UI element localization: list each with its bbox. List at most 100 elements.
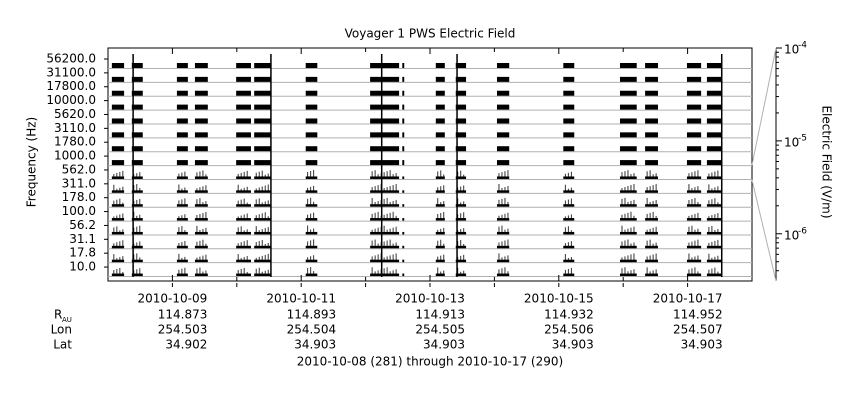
coverage-segment [706,245,722,249]
x-tick-label: 2010-10-09 [138,292,208,306]
coverage-segment [435,273,445,277]
coverage-segment [496,190,510,193]
coverage-segment [496,204,510,207]
coverage-segment [370,190,400,193]
coverage-segment [619,231,637,235]
coverage-segment [563,190,575,193]
coverage-segment [645,104,658,110]
coverage-segment [236,231,251,235]
y-tick-label: 311.0 [62,176,96,190]
coverage-segment [131,204,143,207]
coverage-segment [254,132,271,138]
ephem-label: Lon [51,323,72,337]
coverage-segment [236,63,251,68]
coverage-segment [706,132,722,138]
coverage-segment [645,176,658,179]
coverage-segment [194,245,208,249]
coverage-segment [686,63,702,68]
coverage-segment [496,245,510,249]
coverage-segment [686,273,702,277]
coverage-segment [686,259,702,263]
coverage-segment [496,259,510,263]
y2-tick-exponent: -6 [798,226,807,236]
coverage-segment [402,273,405,277]
coverage-segment [402,63,405,68]
coverage-segment [131,245,143,249]
coverage-segment [176,218,188,221]
coverage-segment [254,245,271,249]
coverage-segment [496,218,510,221]
x-tick-label: 2010-10-15 [524,292,594,306]
coverage-segment [686,218,702,221]
coverage-segment [176,245,188,249]
coverage-segment [194,118,208,124]
y-tick-label: 178.0 [62,190,96,204]
x-tick-label: 2010-10-11 [266,292,336,306]
coverage-segment [254,231,271,235]
coverage-segment [706,90,722,96]
coverage-segment [194,90,208,96]
ephem-value: 34.903 [423,338,465,352]
coverage-segment [254,63,271,68]
coverage-segment [111,76,125,82]
ephem-value: 114.952 [673,308,723,322]
coverage-segment [686,146,702,152]
y-tick-label: 1780.0 [54,135,96,149]
coverage-segment [496,104,510,110]
coverage-segment [176,118,188,124]
coverage-segment [131,160,143,166]
coverage-segment [563,63,575,68]
coverage-segment [496,160,510,166]
coverage-segment [435,118,445,124]
coverage-segment [496,132,510,138]
coverage-segment [254,204,271,207]
coverage-segment [619,63,637,68]
coverage-segment [435,132,445,138]
coverage-segment [619,218,637,221]
coverage-segment [194,218,208,221]
coverage-segment [370,104,400,110]
coverage-segment [619,90,637,96]
y2-tick-exponent: -4 [798,41,807,51]
y-tick-label: 10.0 [69,260,96,274]
coverage-segment [194,132,208,138]
coverage-segment [131,104,143,110]
coverage-segment [455,176,467,179]
ephem-value: 34.903 [294,338,336,352]
coverage-segment [305,160,318,166]
coverage-segment [305,76,318,82]
coverage-segment [370,76,400,82]
coverage-segment [706,146,722,152]
coverage-segment [645,146,658,152]
coverage-segment [706,273,722,277]
coverage-segment [194,76,208,82]
coverage-segment [176,259,188,263]
coverage-segment [111,259,125,263]
coverage-segment [305,204,318,207]
coverage-segment [645,90,658,96]
coverage-segment [402,118,405,124]
y-tick-label: 3110.0 [54,121,96,135]
ephem-value: 114.873 [158,308,208,322]
coverage-segment [176,176,188,179]
coverage-segment [305,118,318,124]
coverage-segment [686,104,702,110]
coverage-segment [254,104,271,110]
coverage-segment [563,118,575,124]
coverage-segment [194,231,208,235]
coverage-segment [131,190,143,193]
coverage-segment [686,190,702,193]
coverage-segment [402,104,405,110]
coverage-segment [563,231,575,235]
coverage-segment [435,90,445,96]
y-axis-label: Frequency (Hz) [25,117,39,208]
coverage-segment [131,176,143,179]
ephem-value: 34.903 [681,338,723,352]
coverage-segment [194,176,208,179]
coverage-segment [305,218,318,221]
coverage-segment [131,146,143,152]
coverage-segment [455,76,467,82]
coverage-segment [305,63,318,68]
coverage-segment [131,231,143,235]
